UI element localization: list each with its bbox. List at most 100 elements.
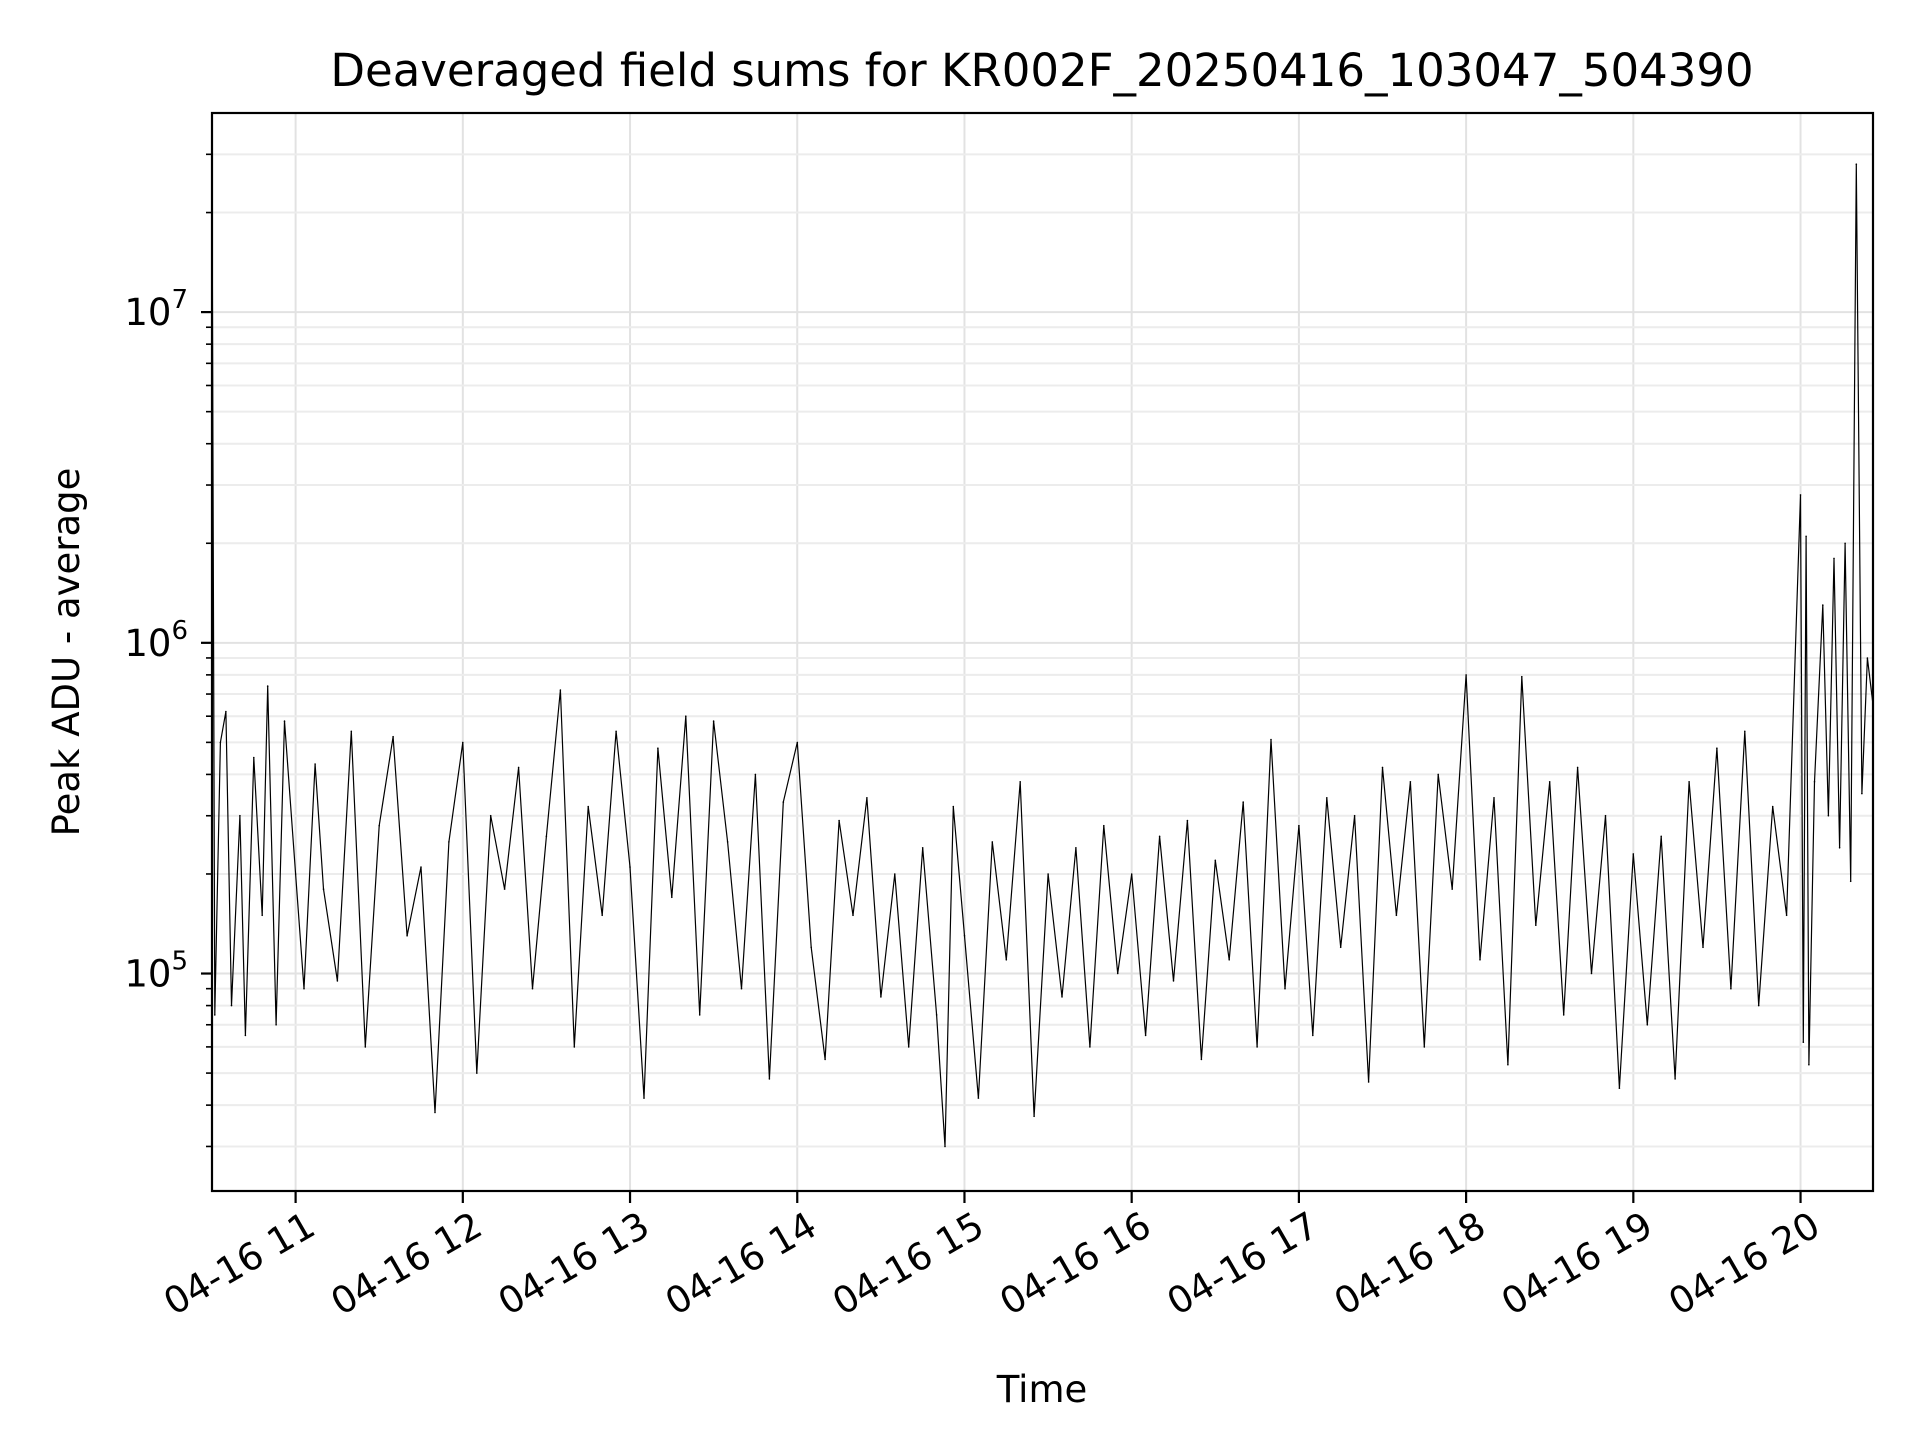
data-point xyxy=(283,720,286,722)
data-point xyxy=(726,841,729,843)
data-point xyxy=(1507,1063,1509,1066)
data-point xyxy=(1660,835,1662,838)
data-point xyxy=(1172,980,1175,982)
data-point xyxy=(1089,1046,1091,1048)
data-point xyxy=(559,689,562,691)
data-point xyxy=(1033,1115,1035,1118)
data-point xyxy=(1270,738,1272,741)
data-point xyxy=(1061,996,1063,998)
plot-frame xyxy=(210,111,1875,1193)
data-point xyxy=(462,741,464,744)
data-point xyxy=(991,841,994,843)
data-point xyxy=(1242,801,1244,803)
data-point xyxy=(1479,959,1481,961)
data-point xyxy=(1562,1014,1565,1016)
data-point xyxy=(1075,847,1077,849)
data-point xyxy=(852,914,854,917)
grid xyxy=(212,113,1873,1191)
data-point xyxy=(303,987,305,990)
data-point xyxy=(1771,805,1774,808)
data-point xyxy=(1214,859,1217,862)
y-tick-label: 105 xyxy=(124,947,188,996)
data-point xyxy=(214,1014,216,1016)
data-point xyxy=(1353,814,1356,817)
data-point xyxy=(531,987,534,990)
data-point xyxy=(448,841,450,843)
data-point xyxy=(275,1024,277,1026)
data-point xyxy=(1866,657,1869,659)
data-point xyxy=(782,801,785,803)
data-point xyxy=(261,914,264,917)
data-point xyxy=(1256,1046,1258,1048)
data-point xyxy=(944,1145,946,1148)
x-tick-label: 04-16 11 xyxy=(157,1204,323,1324)
data-point xyxy=(685,715,687,717)
data-point xyxy=(1521,675,1523,678)
data-point xyxy=(952,805,955,808)
data-point xyxy=(1833,557,1835,560)
data-point xyxy=(1200,1058,1203,1061)
data-point xyxy=(657,747,659,749)
data-point xyxy=(1367,1081,1370,1083)
data-point xyxy=(907,1046,910,1048)
x-tick-label: 04-16 13 xyxy=(491,1204,657,1324)
y-axis-label: Peak ADU - average xyxy=(45,468,88,837)
data-point xyxy=(671,896,673,899)
data-point xyxy=(894,873,896,875)
data-point xyxy=(1326,797,1328,799)
data-point xyxy=(517,766,520,769)
data-point xyxy=(420,866,422,868)
data-point xyxy=(1005,959,1008,961)
data-point xyxy=(1813,781,1816,783)
data-point xyxy=(350,730,353,733)
x-tick-label: 04-16 19 xyxy=(1494,1204,1660,1324)
data-point xyxy=(244,1034,247,1037)
data-point xyxy=(615,730,617,733)
data-point xyxy=(1632,853,1635,855)
data-point xyxy=(740,987,743,990)
data-series xyxy=(211,163,1874,1148)
data-point xyxy=(629,866,631,868)
data-point xyxy=(1312,1034,1314,1037)
x-tick-label: 04-16 20 xyxy=(1661,1204,1827,1324)
x-tick-label: 04-16 17 xyxy=(1160,1204,1326,1324)
data-point xyxy=(1144,1034,1147,1037)
data-point xyxy=(1716,747,1718,749)
data-point xyxy=(754,773,757,776)
data-point xyxy=(1849,880,1852,883)
data-point xyxy=(1186,819,1189,822)
data-point xyxy=(1802,1041,1805,1043)
x-tick-label: 04-16 16 xyxy=(993,1204,1159,1324)
data-point xyxy=(768,1078,771,1080)
data-point xyxy=(1158,835,1161,838)
x-tick-label: 04-16 14 xyxy=(658,1204,824,1324)
data-point xyxy=(977,1097,980,1099)
y-tick-label: 107 xyxy=(124,285,188,334)
data-point xyxy=(545,835,548,838)
data-point xyxy=(1844,542,1846,545)
chart-title: Deaveraged field sums for KR002F_2025041… xyxy=(330,44,1753,97)
data-point xyxy=(1618,1087,1621,1089)
x-axis-label: Time xyxy=(996,1368,1088,1411)
data-point xyxy=(1838,847,1841,849)
data-point xyxy=(476,1072,478,1074)
data-point xyxy=(1861,792,1863,795)
data-point xyxy=(1535,924,1537,926)
data-point xyxy=(1493,797,1495,799)
data-point xyxy=(573,1046,576,1048)
axes: 04-16 11 04-16 12 04-16 13 04-16 14 04-16 15… xyxy=(124,153,1827,1324)
data-point xyxy=(1702,946,1704,949)
data-point xyxy=(601,914,603,917)
data-point xyxy=(1409,781,1412,783)
x-tick-label: 04-16 18 xyxy=(1327,1204,1493,1324)
data-point xyxy=(1744,730,1746,733)
data-point xyxy=(253,756,255,759)
data-point xyxy=(1576,766,1579,769)
data-point xyxy=(810,946,812,949)
data-point xyxy=(1855,163,1858,165)
data-point xyxy=(963,935,966,937)
data-point xyxy=(712,720,715,722)
data-point xyxy=(1757,1004,1760,1007)
data-point xyxy=(225,710,227,713)
